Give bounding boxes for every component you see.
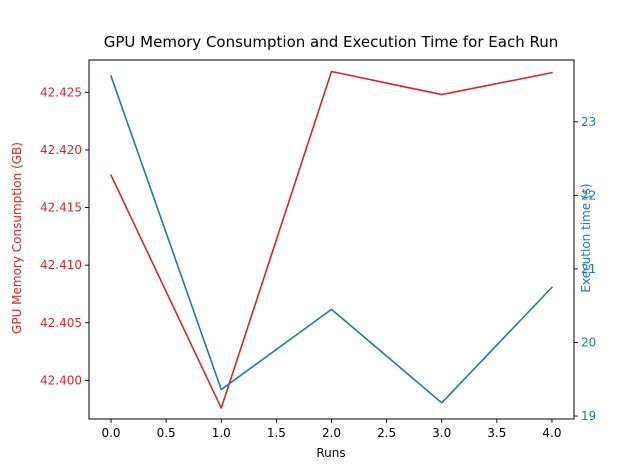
x-tick-label: 2.5 xyxy=(377,426,396,440)
left-y-tick-label: 42.420 xyxy=(40,143,82,157)
left-y-tick-label: 42.410 xyxy=(40,258,82,272)
left-y-tick-label: 42.405 xyxy=(40,316,82,330)
execution-time-series-line xyxy=(110,75,554,404)
left-y-tick-label: 42.425 xyxy=(40,85,82,99)
chart-title: GPU Memory Consumption and Execution Tim… xyxy=(104,33,559,51)
right-y-tick-label: 20 xyxy=(581,335,596,349)
right-y-tick-label: 19 xyxy=(581,409,596,423)
right-y-tick-label: 22 xyxy=(581,188,596,202)
series-layer xyxy=(109,70,554,409)
left-axis-label: GPU Memory Consumption (GB) xyxy=(10,142,24,334)
x-tick-label: 3.0 xyxy=(432,426,451,440)
x-axis-label: Runs xyxy=(316,446,345,460)
x-tick-label: 3.5 xyxy=(487,426,506,440)
x-tick-label: 0.0 xyxy=(101,426,120,440)
right-y-tick-label: 21 xyxy=(581,262,596,276)
x-tick-label: 4.0 xyxy=(542,426,561,440)
left-y-tick-label: 42.400 xyxy=(40,373,82,387)
gpu-memory-series-line xyxy=(109,70,553,409)
x-tick-label: 2.0 xyxy=(322,426,341,440)
x-tick-label: 0.5 xyxy=(157,426,176,440)
left-y-tick-label: 42.415 xyxy=(40,201,82,215)
x-tick-label: 1.0 xyxy=(212,426,231,440)
right-axis-label: Execution time (s) xyxy=(579,183,593,292)
x-tick-label: 1.5 xyxy=(267,426,286,440)
axes-layer: 0.0 0.5 1.0 1.5 2.0 2.5 3.0 3.5 4.0 42.400 42.405 4… xyxy=(40,59,596,440)
right-y-tick-label: 23 xyxy=(581,115,596,129)
